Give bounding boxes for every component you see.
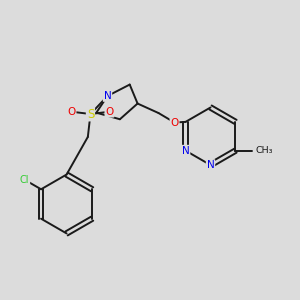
Text: S: S	[87, 107, 94, 121]
Text: N: N	[103, 91, 111, 101]
Text: N: N	[207, 160, 214, 170]
Text: O: O	[105, 107, 114, 117]
Text: CH₃: CH₃	[256, 146, 273, 155]
Text: O: O	[68, 107, 76, 117]
Text: O: O	[170, 118, 179, 128]
Text: N: N	[182, 146, 190, 156]
Text: Cl: Cl	[20, 175, 29, 185]
